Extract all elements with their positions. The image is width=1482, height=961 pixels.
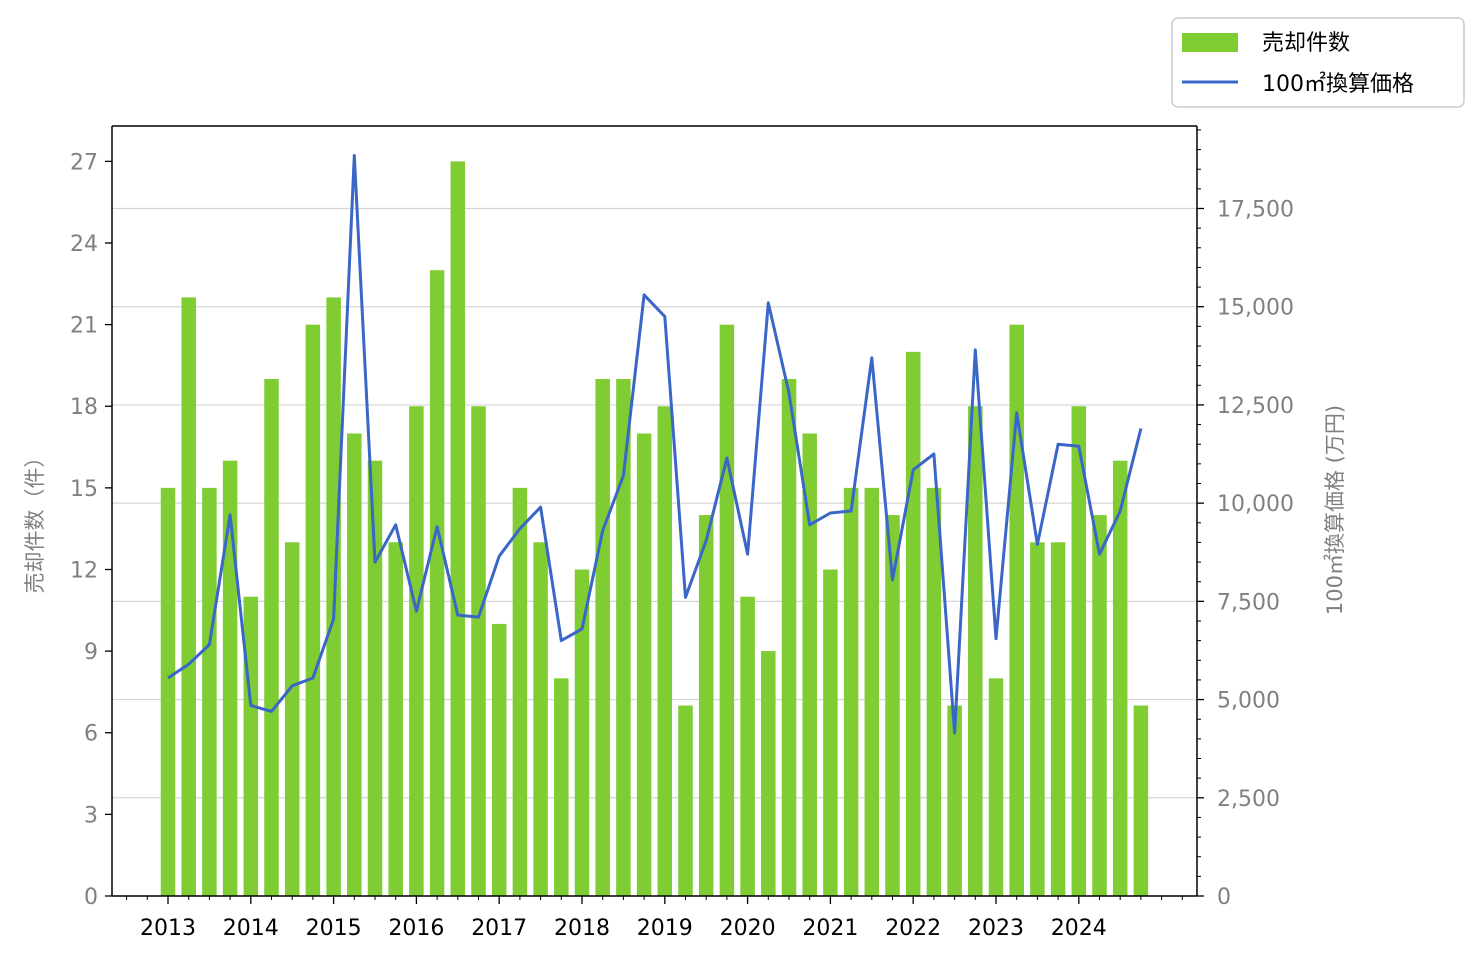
- bar: [802, 433, 817, 896]
- bar: [698, 515, 714, 896]
- bar: [761, 651, 776, 896]
- x-tick-label: 2024: [1051, 916, 1107, 941]
- y-right-tick-label: 5,000: [1217, 689, 1280, 714]
- y-right-tick-label: 0: [1217, 885, 1231, 910]
- bar: [719, 324, 735, 896]
- x-tick-label: 2014: [223, 916, 279, 941]
- bar: [843, 487, 859, 896]
- bar: [1071, 406, 1087, 896]
- bar: [554, 678, 569, 896]
- bar: [1133, 705, 1149, 896]
- x-tick-label: 2021: [802, 916, 858, 941]
- bar: [491, 623, 507, 896]
- bar: [512, 487, 528, 896]
- bar: [222, 460, 238, 896]
- bar: [1092, 515, 1107, 896]
- bar: [678, 705, 693, 896]
- bar: [885, 515, 900, 896]
- y-left-tick-label: 9: [84, 640, 98, 665]
- bar: [471, 406, 486, 896]
- bar: [533, 542, 548, 896]
- bar: [429, 270, 445, 896]
- line-series: [167, 154, 1143, 735]
- bar: [905, 351, 921, 896]
- bar: [284, 542, 300, 896]
- y-right-tick-label: 12,500: [1217, 394, 1294, 419]
- bar: [947, 705, 962, 896]
- bar: [181, 297, 196, 896]
- bar-series: [160, 161, 1149, 896]
- y-right-tick-label: 2,500: [1217, 787, 1280, 812]
- tick-labels: 0 3 6 9 12 15 18 21 24 27 0 2,500 5,000 7,500 10,000 12…: [70, 150, 1294, 941]
- x-tick-label: 2015: [306, 916, 362, 941]
- bar: [616, 379, 631, 896]
- bar: [409, 406, 424, 896]
- bar: [574, 569, 590, 896]
- x-tick-label: 2018: [554, 916, 610, 941]
- y-left-tick-label: 18: [70, 395, 98, 420]
- bar: [740, 596, 755, 896]
- y-left-tick-label: 21: [70, 314, 98, 339]
- y-left-tick-label: 12: [70, 558, 98, 583]
- y-left-tick-label: 6: [84, 722, 98, 747]
- legend-label-bars: 売却件数: [1262, 31, 1350, 56]
- bar: [450, 161, 466, 896]
- bar: [636, 433, 652, 896]
- bar: [823, 569, 838, 896]
- bar: [1030, 542, 1045, 896]
- y-right-tick-label: 7,500: [1217, 590, 1280, 615]
- bar: [160, 487, 176, 896]
- bar: [1009, 324, 1024, 896]
- axes: [105, 125, 1204, 904]
- bar: [968, 406, 983, 896]
- bar: [988, 678, 1004, 896]
- x-tick-label: 2017: [471, 916, 527, 941]
- y-left-tick-label: 24: [70, 232, 98, 257]
- bar: [926, 487, 942, 896]
- bar: [781, 379, 797, 896]
- y-axis-left-title: 売却件数（件）: [23, 447, 47, 594]
- bar: [202, 487, 217, 896]
- x-tick-label: 2020: [720, 916, 776, 941]
- bar: [1050, 542, 1066, 896]
- y-left-tick-label: 3: [84, 803, 98, 828]
- bar: [305, 324, 321, 896]
- bar: [864, 487, 880, 896]
- x-tick-label: 2016: [388, 916, 444, 941]
- bar: [657, 406, 673, 896]
- x-tick-label: 2022: [885, 916, 941, 941]
- legend-box: [1171, 17, 1465, 108]
- legend: 売却件数 100㎡換算価格: [1171, 17, 1465, 108]
- y-right-tick-label: 10,000: [1217, 492, 1294, 517]
- y-right-tick-label: 17,500: [1217, 198, 1294, 223]
- y-left-tick-label: 15: [70, 477, 98, 502]
- bar: [595, 379, 610, 896]
- bar: [388, 542, 403, 896]
- x-tick-label: 2013: [140, 916, 196, 941]
- bar: [264, 379, 279, 896]
- legend-label-line: 100㎡換算価格: [1262, 71, 1414, 97]
- y-left-tick-label: 0: [84, 885, 98, 910]
- y-axis-right-title: 100㎡換算価格 (万円): [1323, 405, 1347, 615]
- bar: [367, 460, 383, 896]
- y-right-tick-label: 15,000: [1217, 296, 1294, 321]
- x-tick-label: 2019: [637, 916, 693, 941]
- bar: [1112, 460, 1128, 896]
- price-line: [167, 154, 1143, 735]
- legend-swatch-bars: [1182, 33, 1238, 52]
- y-left-tick-label: 27: [70, 150, 98, 175]
- bar: [347, 433, 362, 896]
- x-tick-label: 2023: [968, 916, 1024, 941]
- bar: [243, 596, 259, 896]
